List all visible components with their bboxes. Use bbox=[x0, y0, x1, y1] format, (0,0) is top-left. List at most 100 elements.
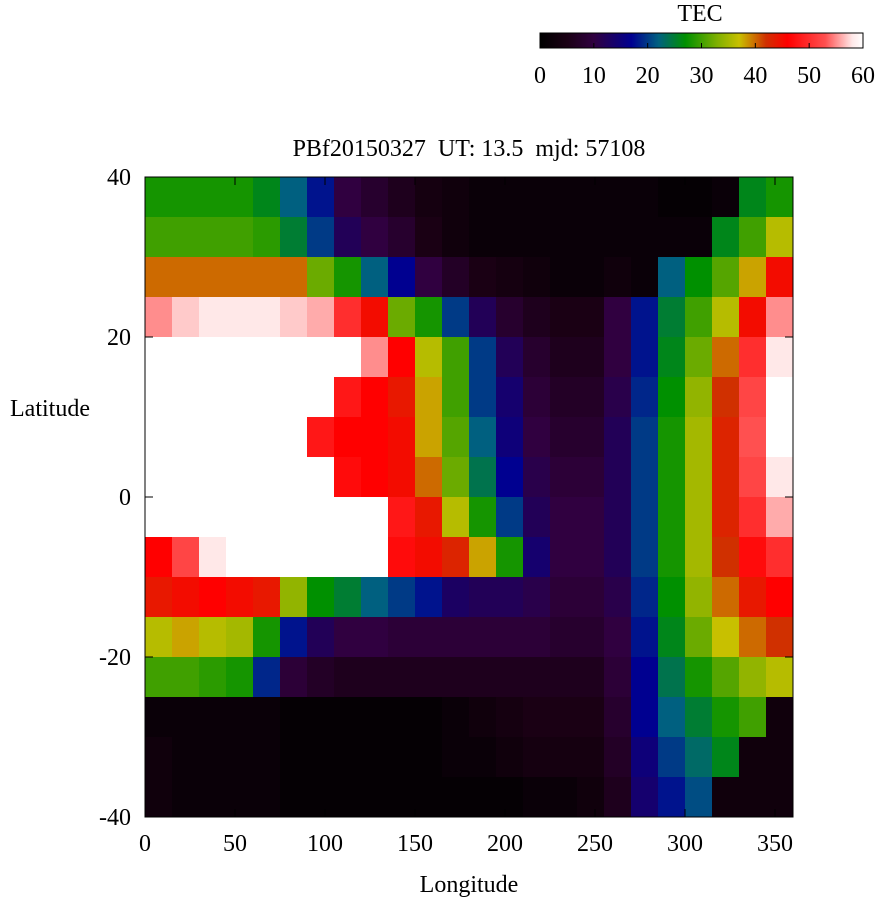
heatmap-cell bbox=[280, 377, 308, 418]
heatmap-cell bbox=[739, 377, 767, 418]
heatmap-cell bbox=[172, 377, 200, 418]
heatmap-cell bbox=[577, 177, 605, 218]
heatmap-cell bbox=[658, 577, 686, 618]
heatmap-cell bbox=[685, 297, 713, 338]
heatmap-cell bbox=[415, 737, 443, 778]
colorbar-tick-label: 20 bbox=[636, 63, 660, 89]
heatmap-cell bbox=[523, 337, 551, 378]
x-tick-label: 0 bbox=[139, 831, 151, 857]
heatmap-cell bbox=[658, 337, 686, 378]
heatmap-cell bbox=[334, 537, 362, 578]
heatmap-cell bbox=[280, 497, 308, 538]
heatmap-cell bbox=[604, 497, 632, 538]
heatmap-cell bbox=[388, 217, 416, 258]
heatmap-cell bbox=[712, 417, 740, 458]
x-tick-label: 50 bbox=[223, 831, 247, 857]
heatmap-cell bbox=[388, 177, 416, 218]
heatmap-cell bbox=[469, 577, 497, 618]
heatmap-cell bbox=[172, 657, 200, 698]
heatmap-cell bbox=[550, 657, 578, 698]
heatmap-cell bbox=[604, 697, 632, 738]
heatmap-cell bbox=[199, 617, 227, 658]
heatmap-cell bbox=[469, 617, 497, 658]
heatmap-cell bbox=[145, 737, 173, 778]
heatmap-cell bbox=[280, 777, 308, 818]
heatmap-cell bbox=[766, 777, 794, 818]
heatmap-cell bbox=[361, 377, 389, 418]
heatmap-cell bbox=[631, 377, 659, 418]
heatmap-cell bbox=[334, 217, 362, 258]
heatmap-cell bbox=[307, 737, 335, 778]
heatmap-cell bbox=[631, 697, 659, 738]
heatmap-cell bbox=[523, 377, 551, 418]
heatmap-cell bbox=[712, 617, 740, 658]
heatmap-cell bbox=[496, 617, 524, 658]
heatmap-cell bbox=[685, 377, 713, 418]
heatmap-cell bbox=[226, 177, 254, 218]
heatmap-cell bbox=[334, 417, 362, 458]
heatmap-cell bbox=[496, 217, 524, 258]
heatmap-cell bbox=[253, 417, 281, 458]
heatmap-cell bbox=[226, 737, 254, 778]
heatmap-cell bbox=[361, 337, 389, 378]
heatmap-cell bbox=[577, 217, 605, 258]
heatmap-cell bbox=[631, 737, 659, 778]
heatmap-cell bbox=[577, 777, 605, 818]
heatmap-cell bbox=[415, 497, 443, 538]
heatmap-cell bbox=[631, 217, 659, 258]
heatmap-cell bbox=[145, 177, 173, 218]
heatmap-cell bbox=[307, 497, 335, 538]
heatmap-cell bbox=[631, 177, 659, 218]
heatmap-cell bbox=[442, 257, 470, 298]
heatmap-cell bbox=[388, 297, 416, 338]
heatmap-cell bbox=[361, 217, 389, 258]
heatmap-cell bbox=[712, 657, 740, 698]
heatmap-cell bbox=[280, 737, 308, 778]
heatmap-cell bbox=[523, 257, 551, 298]
heatmap-cell bbox=[361, 617, 389, 658]
heatmap-cell bbox=[523, 297, 551, 338]
heatmap-cell bbox=[199, 457, 227, 498]
heatmap-cell bbox=[577, 497, 605, 538]
heatmap-cell bbox=[145, 457, 173, 498]
heatmap-cell bbox=[334, 617, 362, 658]
heatmap-cell bbox=[469, 337, 497, 378]
heatmap-cell bbox=[307, 177, 335, 218]
heatmap-cell bbox=[388, 617, 416, 658]
heatmap-cell bbox=[334, 297, 362, 338]
heatmap-cell bbox=[685, 617, 713, 658]
heatmap-cell bbox=[253, 537, 281, 578]
colorbar-tick-label: 60 bbox=[851, 63, 875, 89]
heatmap-cell bbox=[712, 457, 740, 498]
heatmap-cell bbox=[469, 377, 497, 418]
heatmap-cell bbox=[280, 457, 308, 498]
heatmap-cell bbox=[631, 657, 659, 698]
heatmap-cell bbox=[523, 177, 551, 218]
heatmap-cell bbox=[739, 417, 767, 458]
heatmap-cell bbox=[442, 177, 470, 218]
heatmap-cell bbox=[739, 177, 767, 218]
heatmap-cell bbox=[550, 457, 578, 498]
heatmap-cell bbox=[415, 257, 443, 298]
heatmap-cell bbox=[469, 737, 497, 778]
heatmap-cell bbox=[604, 417, 632, 458]
heatmap-cell bbox=[658, 617, 686, 658]
heatmap-cell bbox=[766, 457, 794, 498]
heatmap-cell bbox=[550, 497, 578, 538]
heatmap-cell bbox=[550, 417, 578, 458]
heatmap-cell bbox=[361, 777, 389, 818]
heatmap-cell bbox=[766, 697, 794, 738]
heatmap-cell bbox=[388, 377, 416, 418]
heatmap-cell bbox=[631, 537, 659, 578]
heatmap-cell bbox=[712, 297, 740, 338]
heatmap-cell bbox=[280, 537, 308, 578]
heatmap-cell bbox=[550, 777, 578, 818]
x-tick-label: 250 bbox=[577, 831, 613, 857]
heatmap-cell bbox=[685, 337, 713, 378]
heatmap-cell bbox=[604, 737, 632, 778]
heatmap-cell bbox=[496, 337, 524, 378]
heatmap-cell bbox=[172, 537, 200, 578]
heatmap-cell bbox=[280, 257, 308, 298]
x-tick-label: 150 bbox=[397, 831, 433, 857]
heatmap-cell bbox=[199, 377, 227, 418]
